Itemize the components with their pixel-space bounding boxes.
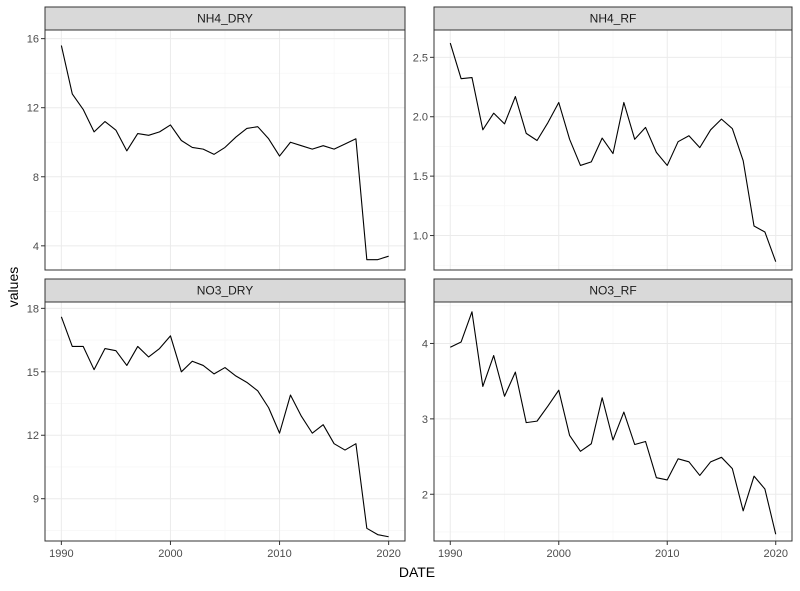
x-tick-label: 2020 — [763, 548, 787, 560]
x-tick-label: 2000 — [547, 548, 571, 560]
series-line-nh4-dry — [60, 45, 389, 261]
y-tick-label: 8 — [33, 172, 39, 184]
facet-strip-label: NO3_DRY — [197, 284, 253, 298]
y-tick-label: 2.5 — [413, 52, 428, 64]
facet-strip — [433, 278, 793, 303]
y-tick-label: 2 — [422, 489, 428, 501]
x-tick-label: 2020 — [376, 548, 400, 560]
facet-nh4-rf: NH4_RF 1.0 1.5 2.0 2.5 — [413, 6, 793, 271]
y-tick-label: 1.5 — [413, 171, 428, 183]
facet-no3-rf: NO3_RF 2 3 4 1990 2000 2010 2020 — [422, 278, 793, 560]
y-tick-label: 1.0 — [413, 231, 428, 243]
x-tick-label: 2000 — [158, 548, 182, 560]
y-tick-label: 12 — [27, 103, 39, 115]
x-tick-label: 1990 — [49, 548, 73, 560]
facet-strip — [44, 6, 406, 31]
y-tick-label: 3 — [422, 414, 428, 426]
facet-no3-dry: NO3_DRY 9 12 15 18 1990 2000 2010 2020 — [27, 278, 406, 560]
x-tick-label: 2010 — [267, 548, 291, 560]
y-tick-label: 4 — [422, 338, 428, 350]
x-tick-label: 2010 — [655, 548, 679, 560]
facet-strip-label: NO3_RF — [589, 284, 636, 298]
y-tick-label: 12 — [27, 430, 39, 442]
facet-strip-label: NH4_RF — [590, 12, 637, 26]
x-axis-title: DATE — [399, 564, 435, 580]
x-tick-label: 1990 — [438, 548, 462, 560]
facet-strip — [433, 6, 793, 31]
facet-strip-label: NH4_DRY — [197, 12, 253, 26]
y-tick-label: 9 — [33, 494, 39, 506]
facet-nh4-dry: NH4_DRY 4 8 12 16 — [27, 6, 406, 271]
y-tick-label: 18 — [27, 303, 39, 315]
y-tick-label: 4 — [33, 241, 39, 253]
y-tick-label: 15 — [27, 367, 39, 379]
y-axis-title: values — [5, 267, 21, 307]
series-line-no3-rf — [450, 311, 777, 535]
series-line-nh4-rf — [449, 42, 777, 262]
y-tick-label: 16 — [27, 34, 39, 46]
facet-strip — [44, 278, 406, 303]
y-tick-label: 2.0 — [413, 112, 428, 124]
series-line-no3-dry — [60, 316, 389, 538]
